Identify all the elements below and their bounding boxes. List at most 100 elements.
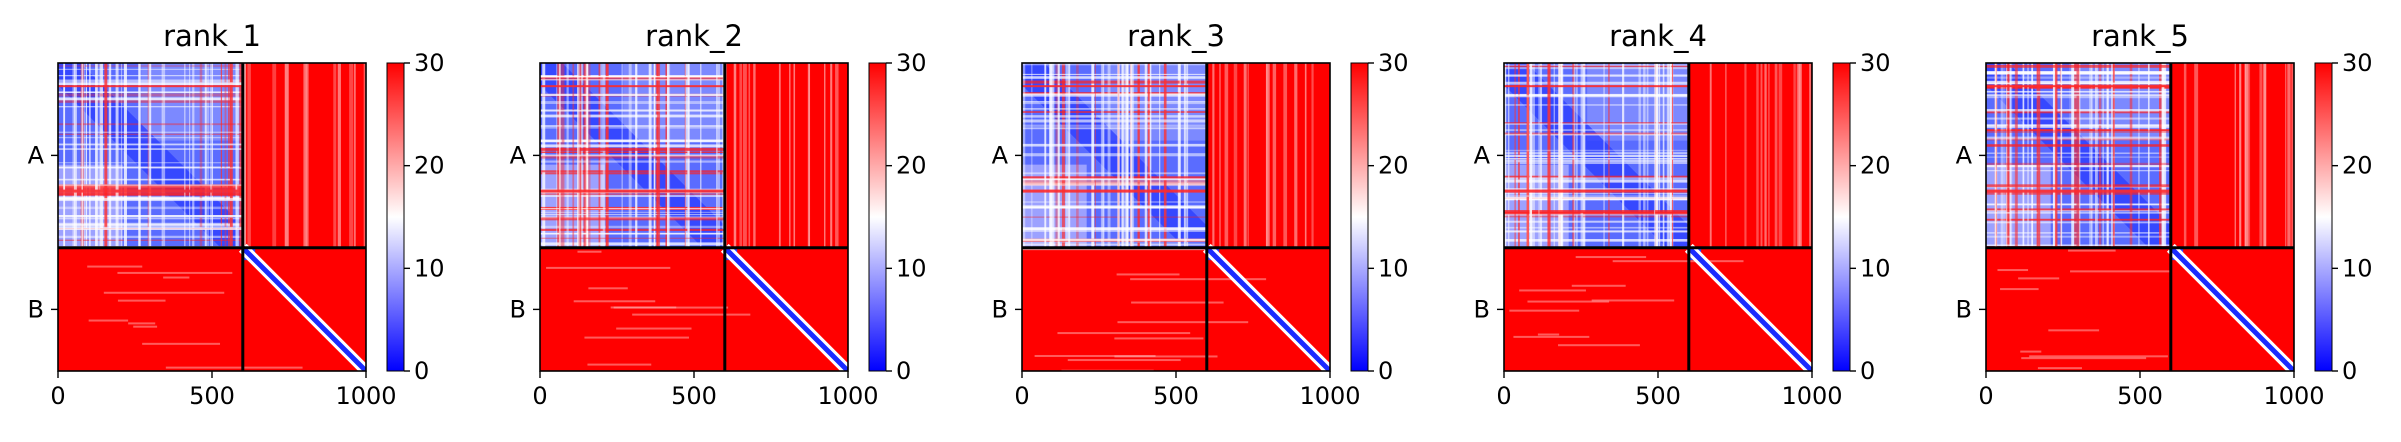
- streak: [1022, 243, 1207, 246]
- subplot-3: rank_3 0 500 1000 A B 0 10 20 30: [992, 19, 1409, 410]
- streak: [98, 63, 101, 248]
- streak: [1233, 63, 1238, 248]
- streak: [2048, 329, 2100, 332]
- streak: [1504, 122, 1689, 124]
- subplot-1: rank_1 0 500 1000 A B 0 10 20 30: [28, 19, 445, 410]
- streak: [224, 63, 227, 248]
- streak: [1150, 63, 1152, 248]
- streak: [63, 63, 66, 248]
- streak: [2007, 63, 2010, 248]
- streak: [58, 187, 243, 190]
- streak: [1022, 93, 1207, 97]
- streak: [540, 189, 725, 193]
- colorbar: [1350, 62, 1369, 372]
- streak: [58, 189, 243, 193]
- streak: [1212, 63, 1215, 248]
- streak: [540, 217, 725, 221]
- streak: [2018, 277, 2060, 280]
- streak: [1504, 149, 1689, 152]
- streak: [1243, 63, 1247, 248]
- streak: [540, 154, 725, 157]
- streak: [1527, 300, 1610, 303]
- streak: [540, 76, 725, 81]
- subplot-title: rank_5: [2091, 19, 2189, 53]
- y-tick-label: A: [992, 141, 1009, 169]
- streak: [307, 63, 309, 248]
- colorbar-tick-label: 0: [896, 357, 911, 385]
- streak: [1022, 101, 1207, 103]
- streak: [1022, 101, 1207, 105]
- streak: [748, 63, 751, 248]
- streak: [237, 63, 239, 248]
- streak: [559, 63, 561, 248]
- streak: [337, 63, 341, 248]
- colorbar: [868, 62, 887, 372]
- subplot-title: rank_1: [163, 19, 261, 53]
- colorbar: [1832, 62, 1851, 372]
- streak: [1504, 193, 1689, 195]
- streak: [1995, 63, 1998, 248]
- streak: [1052, 63, 1055, 248]
- streak: [58, 123, 243, 126]
- streak: [743, 63, 747, 248]
- streak: [2004, 63, 2006, 248]
- streak: [807, 63, 810, 248]
- streak: [587, 363, 652, 366]
- streak: [95, 63, 98, 248]
- streak: [1504, 74, 1689, 77]
- streak: [610, 306, 677, 309]
- streak: [2239, 63, 2242, 248]
- streak: [540, 192, 725, 194]
- streak: [1123, 63, 1127, 248]
- streak: [2031, 63, 2034, 248]
- colorbar-tick-label: 30: [414, 49, 445, 77]
- streak: [716, 63, 718, 248]
- streak: [1504, 94, 1689, 98]
- streak: [540, 93, 725, 96]
- streak: [1272, 63, 1277, 248]
- streak: [1022, 127, 1207, 130]
- streak: [1034, 354, 1156, 357]
- streak: [1571, 284, 1626, 287]
- streak: [1986, 189, 2171, 193]
- streak: [2037, 367, 2082, 370]
- streak: [247, 63, 251, 248]
- streak: [72, 63, 75, 248]
- streak: [1022, 144, 1207, 147]
- streak: [2291, 63, 2294, 248]
- streak: [2006, 63, 2008, 248]
- streak: [2158, 63, 2162, 248]
- streak: [210, 63, 212, 248]
- streak: [540, 228, 725, 231]
- y-tick-label: B: [28, 295, 44, 323]
- streak: [1580, 63, 1584, 248]
- x-tick-label: 0: [50, 382, 65, 410]
- streak: [1504, 162, 1689, 165]
- streak: [1796, 63, 1801, 248]
- y-tick-label: A: [1956, 141, 1973, 169]
- streak: [81, 63, 83, 248]
- streak: [58, 82, 243, 86]
- streak: [1986, 94, 2171, 96]
- streak: [2129, 63, 2133, 248]
- heatmap-matrix: [540, 63, 848, 371]
- streak: [1117, 321, 1249, 324]
- block-b-b-diagonal: [241, 246, 366, 371]
- streak: [1662, 63, 1665, 248]
- streak: [2094, 63, 2098, 248]
- streak: [2183, 63, 2187, 248]
- streak: [2111, 63, 2113, 248]
- streak: [1022, 205, 1207, 207]
- streak: [2027, 63, 2030, 248]
- colorbar-tick-label: 0: [414, 357, 429, 385]
- streak: [1986, 64, 2171, 68]
- streak: [1709, 63, 1712, 248]
- streak: [1519, 289, 1586, 292]
- streak: [2009, 63, 2012, 248]
- streak: [89, 63, 91, 248]
- streak: [1022, 111, 1207, 113]
- streak: [303, 63, 308, 248]
- streak: [349, 63, 354, 248]
- streak: [104, 63, 108, 248]
